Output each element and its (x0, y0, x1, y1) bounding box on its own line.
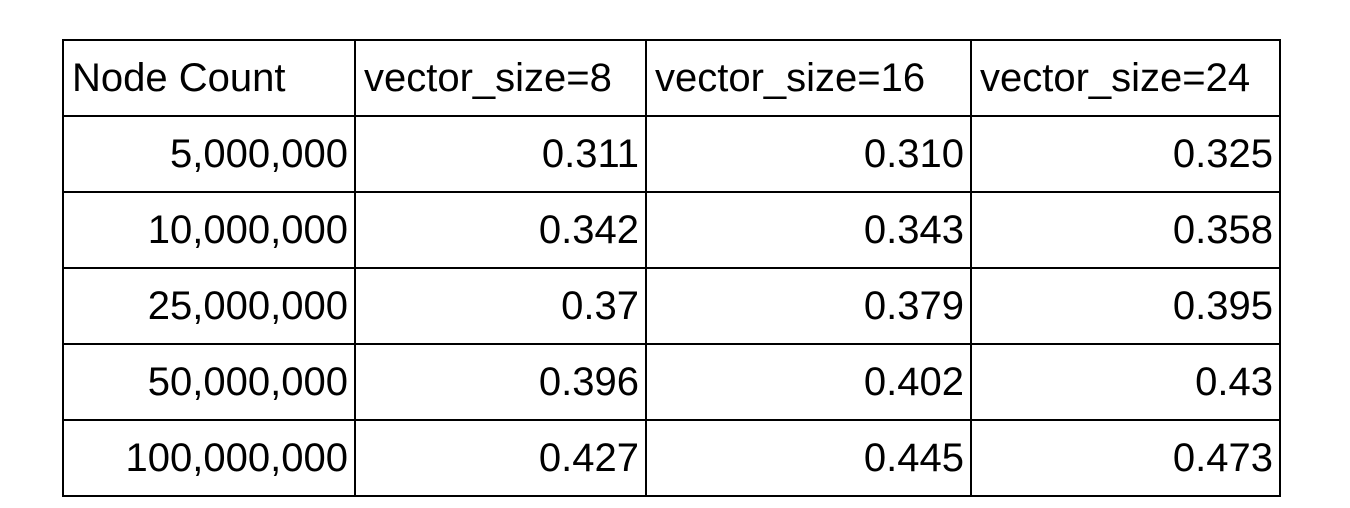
header-vector-size-24: vector_size=24 (970, 39, 1281, 117)
header-row: Node Count vector_size=8 vector_size=16 … (62, 39, 1281, 117)
cell-node-count: 10,000,000 (62, 191, 356, 269)
cell-vector-size-8: 0.396 (354, 343, 647, 421)
cell-vector-size-16: 0.402 (645, 343, 972, 421)
data-table: Node Count vector_size=8 vector_size=16 … (62, 39, 1281, 497)
table-row: 10,000,000 0.342 0.343 0.358 (62, 191, 1281, 269)
cell-node-count: 5,000,000 (62, 115, 356, 193)
table-row: 100,000,000 0.427 0.445 0.473 (62, 419, 1281, 497)
header-node-count: Node Count (62, 39, 356, 117)
table-row: 50,000,000 0.396 0.402 0.43 (62, 343, 1281, 421)
cell-vector-size-16: 0.379 (645, 267, 972, 345)
cell-vector-size-8: 0.311 (354, 115, 647, 193)
cell-node-count: 50,000,000 (62, 343, 356, 421)
cell-vector-size-8: 0.427 (354, 419, 647, 497)
table-row: 5,000,000 0.311 0.310 0.325 (62, 115, 1281, 193)
cell-vector-size-16: 0.310 (645, 115, 972, 193)
table-row: 25,000,000 0.37 0.379 0.395 (62, 267, 1281, 345)
cell-vector-size-16: 0.343 (645, 191, 972, 269)
cell-node-count: 25,000,000 (62, 267, 356, 345)
cell-vector-size-24: 0.325 (970, 115, 1281, 193)
cell-vector-size-8: 0.37 (354, 267, 647, 345)
cell-vector-size-24: 0.43 (970, 343, 1281, 421)
header-vector-size-8: vector_size=8 (354, 39, 647, 117)
cell-node-count: 100,000,000 (62, 419, 356, 497)
cell-vector-size-8: 0.342 (354, 191, 647, 269)
cell-vector-size-16: 0.445 (645, 419, 972, 497)
cell-vector-size-24: 0.395 (970, 267, 1281, 345)
cell-vector-size-24: 0.473 (970, 419, 1281, 497)
cell-vector-size-24: 0.358 (970, 191, 1281, 269)
header-vector-size-16: vector_size=16 (645, 39, 972, 117)
